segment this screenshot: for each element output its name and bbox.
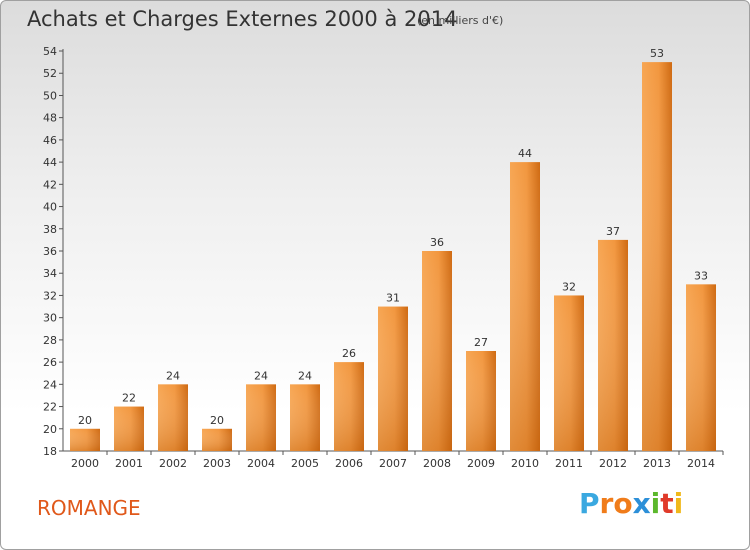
y-tick-label: 44 [43, 156, 57, 169]
bar-shade [598, 239, 628, 451]
bar-shade [378, 306, 408, 451]
bar-shade [114, 406, 144, 451]
x-tick-label: 2012 [599, 457, 627, 470]
data-label: 20 [210, 414, 224, 427]
y-tick-label: 42 [43, 178, 57, 191]
x-tick-label: 2003 [203, 457, 231, 470]
unit-note: (en milliers d'€) [417, 14, 504, 27]
data-label: 22 [122, 392, 136, 405]
brand-letter: o [613, 487, 633, 520]
brand-letter: r [599, 487, 614, 520]
data-label: 24 [166, 369, 180, 382]
x-tick-label: 2006 [335, 457, 363, 470]
y-tick-label: 36 [43, 245, 57, 258]
y-tick-label: 24 [43, 378, 57, 391]
y-tick-label: 20 [43, 423, 57, 436]
y-tick-label: 22 [43, 401, 57, 414]
chart-title: Achats et Charges Externes 2000 à 2014 [27, 7, 458, 31]
y-tick-label: 46 [43, 134, 57, 147]
y-tick-label: 32 [43, 289, 57, 302]
data-label: 24 [298, 369, 312, 382]
brand-letter: t [660, 487, 674, 520]
brand-letter: P [579, 487, 600, 520]
y-tick-label: 28 [43, 334, 57, 347]
bar-shade [70, 428, 100, 451]
y-tick-label: 52 [43, 67, 57, 80]
x-tick-label: 2004 [247, 457, 275, 470]
bar-shade [334, 362, 364, 451]
x-tick-label: 2009 [467, 457, 495, 470]
data-label: 24 [254, 369, 268, 382]
y-tick-label: 54 [43, 45, 57, 58]
x-tick-label: 2011 [555, 457, 583, 470]
x-tick-label: 2000 [71, 457, 99, 470]
y-tick-label: 38 [43, 223, 57, 236]
y-tick-label: 30 [43, 312, 57, 325]
bar-shade [290, 384, 320, 451]
x-tick-label: 2010 [511, 457, 539, 470]
x-tick-label: 2008 [423, 457, 451, 470]
brand-letter: i [650, 487, 661, 520]
y-tick-label: 34 [43, 267, 57, 280]
brand-letter: i [673, 487, 684, 520]
x-tick-label: 2001 [115, 457, 143, 470]
data-label: 31 [386, 292, 400, 305]
location-name: ROMANGE [37, 496, 141, 520]
bar-shade [686, 284, 716, 451]
data-label: 33 [694, 269, 708, 282]
bar-shade [246, 384, 276, 451]
y-tick-label: 26 [43, 356, 57, 369]
x-tick-label: 2005 [291, 457, 319, 470]
bar-shade [422, 251, 452, 451]
x-tick-label: 2007 [379, 457, 407, 470]
y-tick-label: 40 [43, 201, 57, 214]
bar-shade [466, 351, 496, 451]
x-tick-label: 2002 [159, 457, 187, 470]
data-label: 26 [342, 347, 356, 360]
brand-letter: x [632, 487, 651, 520]
bar-shade [158, 384, 188, 451]
bar-shade [554, 295, 584, 451]
x-tick-label: 2014 [687, 457, 715, 470]
data-label: 37 [606, 225, 620, 238]
data-label: 32 [562, 280, 576, 293]
data-label: 44 [518, 147, 532, 160]
data-label: 20 [78, 414, 92, 427]
data-label: 53 [650, 47, 664, 60]
bar-shade [510, 162, 540, 451]
x-tick-label: 2013 [643, 457, 671, 470]
data-label: 27 [474, 336, 488, 349]
y-tick-label: 50 [43, 89, 57, 102]
bar-shade [642, 62, 672, 451]
proxiti-logo: Proxiti [579, 487, 683, 520]
y-tick-label: 18 [43, 445, 57, 458]
bar-shade [202, 428, 232, 451]
data-label: 36 [430, 236, 444, 249]
y-tick-label: 48 [43, 112, 57, 125]
